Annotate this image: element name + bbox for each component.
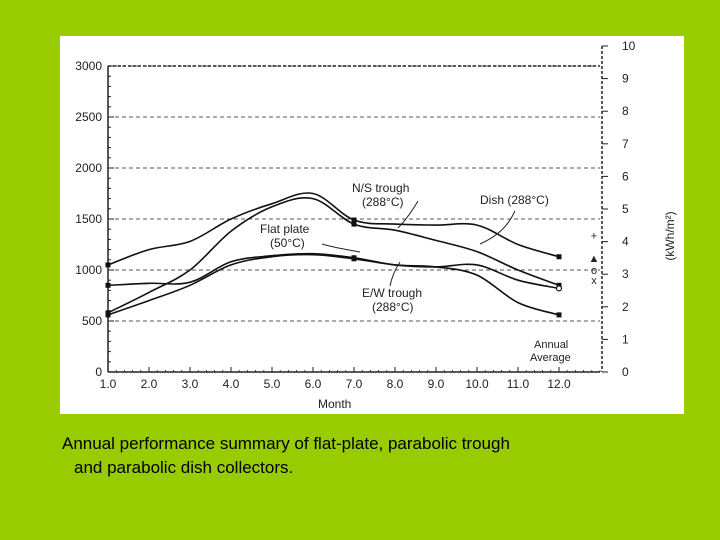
series-point bbox=[556, 254, 562, 260]
y-tick-label: 1000 bbox=[75, 263, 102, 277]
annotation-ew-trough-line1: E/W trough bbox=[362, 286, 422, 300]
x-tick-label: 1.0 bbox=[100, 377, 117, 391]
x-tick-label: 5.0 bbox=[264, 377, 281, 391]
series-point bbox=[351, 217, 357, 223]
annotation-flat-plate-line2: (50°C) bbox=[270, 236, 305, 250]
y-tick-label: 2000 bbox=[75, 161, 102, 175]
annotation-ns-trough-line1: N/S trough bbox=[352, 181, 409, 195]
dish-pointer bbox=[479, 210, 516, 245]
annual-average-marker: x bbox=[591, 275, 597, 287]
annotation-flat-plate-line1: Flat plate bbox=[260, 222, 310, 236]
chart-figure: 0 500 1000 1500 2000 2500 3000 0 1 2 3 4 5 6 7 8 9 10 1.0 2… bbox=[60, 36, 684, 414]
series-lines: + ▲ox bbox=[105, 192, 600, 318]
series-point bbox=[555, 285, 563, 292]
series-line-2 bbox=[107, 252, 560, 290]
x-axis-title: Month bbox=[318, 397, 351, 411]
y2-tick-label: 9 bbox=[622, 72, 629, 86]
y2-tick-label: 2 bbox=[622, 300, 629, 314]
y2-axis-title: (kWh/m²) bbox=[663, 211, 677, 260]
x-tick-label: 4.0 bbox=[223, 377, 240, 391]
y-tick-label: 3000 bbox=[75, 59, 102, 73]
x-tick-label: 9.0 bbox=[428, 377, 445, 391]
x-tick-label: 8.0 bbox=[387, 377, 404, 391]
x-tick-label: 6.0 bbox=[305, 377, 322, 391]
x-tick-label: 10.0 bbox=[465, 377, 489, 391]
y2-tick-label: 6 bbox=[622, 169, 629, 183]
series-point bbox=[105, 282, 111, 288]
flat-plate-pointer bbox=[321, 243, 361, 253]
y2-tick-label: 0 bbox=[622, 365, 629, 379]
y2-tick-label: 5 bbox=[622, 202, 629, 216]
series-line-3 bbox=[107, 253, 560, 316]
annual-average-label-line1: Annual bbox=[534, 339, 568, 351]
y2-tick-label: 3 bbox=[622, 267, 629, 281]
y2-tick-label: 10 bbox=[622, 39, 636, 53]
chart-svg: 0 500 1000 1500 2000 2500 3000 0 1 2 3 4 5 6 7 8 9 10 1.0 2… bbox=[75, 39, 677, 411]
series-line-1 bbox=[107, 197, 560, 314]
x-tick-label: 12.0 bbox=[547, 377, 571, 391]
y-tick-label: 1500 bbox=[75, 212, 102, 226]
x-tick-label: 3.0 bbox=[182, 377, 199, 391]
y-tick-label: 500 bbox=[82, 314, 102, 328]
series-point bbox=[556, 312, 562, 318]
y2-tick-label: 7 bbox=[622, 137, 629, 151]
y2-tick-label: 8 bbox=[622, 104, 629, 118]
annotation-dish: Dish (288°C) bbox=[480, 193, 549, 207]
annual-average-marker: o bbox=[591, 265, 597, 277]
series-point bbox=[351, 256, 357, 262]
ew-trough-pointer bbox=[389, 261, 401, 287]
caption-line-1: Annual performance summary of flat-plate… bbox=[62, 434, 510, 453]
x-tick-label: 11.0 bbox=[507, 377, 530, 391]
annual-average-marker: ▲ bbox=[589, 253, 600, 265]
y-tick-label: 0 bbox=[95, 365, 102, 379]
annual-average-marker: + bbox=[591, 230, 597, 242]
x-tick-label: 2.0 bbox=[141, 377, 158, 391]
x-tick-label: 7.0 bbox=[346, 377, 363, 391]
annual-average-label-line2: Average bbox=[530, 352, 571, 364]
figure-caption: Annual performance summary of flat-plate… bbox=[62, 432, 662, 480]
axes: 0 500 1000 1500 2000 2500 3000 0 1 2 3 4 5 6 7 8 9 10 1.0 2… bbox=[75, 39, 635, 391]
caption-line-2: and parabolic dish collectors. bbox=[74, 458, 294, 477]
ns-trough-pointer bbox=[397, 200, 419, 229]
annotation-ns-trough-line2: (288°C) bbox=[362, 195, 403, 209]
series-point bbox=[351, 221, 357, 227]
series-line-0 bbox=[107, 192, 560, 266]
annotation-pointers bbox=[321, 200, 516, 287]
y2-tick-label: 1 bbox=[622, 332, 629, 346]
series-point bbox=[105, 262, 111, 268]
series-point bbox=[105, 312, 111, 318]
annotation-ew-trough-line2: (288°C) bbox=[372, 300, 413, 314]
y2-tick-label: 4 bbox=[622, 235, 629, 249]
y-tick-label: 2500 bbox=[75, 110, 102, 124]
